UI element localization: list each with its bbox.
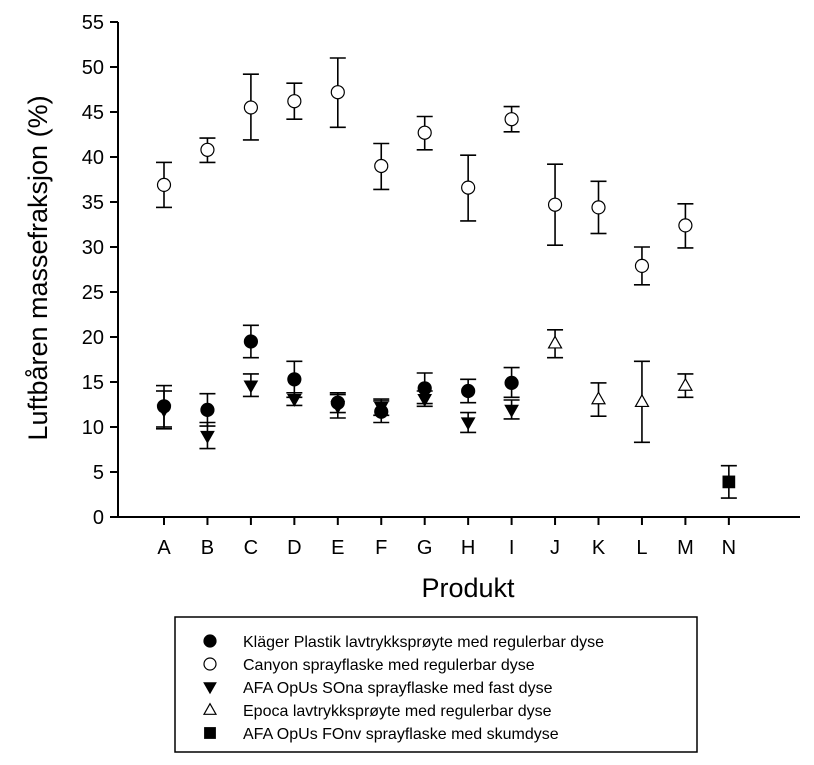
legend: Kläger Plastik lavtrykksprøyte med regul…	[174, 616, 698, 753]
legend-label: AFA OpUs FOnv sprayflaske med skumdyse	[243, 726, 559, 743]
data-point	[243, 334, 258, 349]
data-point	[634, 258, 650, 273]
data-point	[547, 335, 563, 349]
data-point	[243, 380, 259, 394]
series-4	[547, 328, 694, 444]
y-tick-label: 30	[82, 237, 104, 259]
x-tick-label: B	[201, 537, 214, 559]
data-point	[200, 430, 215, 444]
y-tick-label: 55	[82, 12, 104, 34]
legend-label: Kläger Plastik lavtrykksprøyte med regul…	[243, 634, 604, 651]
x-tick-label: I	[509, 537, 515, 559]
data-point	[374, 158, 389, 174]
x-tick-label: L	[636, 537, 647, 559]
data-point	[461, 180, 476, 195]
data-point	[330, 85, 345, 100]
series-3	[156, 373, 520, 450]
data-point	[330, 401, 346, 415]
y-tick-label: 45	[82, 102, 104, 124]
data-point	[156, 177, 172, 192]
y-tick-label: 20	[82, 327, 104, 349]
legend-box	[174, 616, 698, 753]
data-point	[287, 372, 302, 387]
legend-marker	[203, 657, 217, 671]
x-tick-label: E	[331, 537, 344, 559]
legend-marker	[203, 682, 217, 695]
legend-label: AFA OpUs SOna sprayflaske med fast dyse	[243, 680, 553, 697]
x-axis-title: Produkt	[421, 573, 515, 603]
x-tick-label: K	[592, 537, 606, 559]
legend-marker	[204, 727, 216, 739]
data-point	[677, 377, 693, 391]
y-tick-label: 35	[82, 192, 104, 214]
x-tick-label: C	[244, 537, 258, 559]
data-point	[591, 200, 606, 215]
data-point	[504, 112, 519, 127]
data-point	[287, 94, 302, 109]
legend-label: Epoca lavtrykksprøyte med regulerbar dys…	[243, 703, 552, 720]
series-2	[156, 57, 694, 286]
legend-marker	[203, 634, 217, 648]
y-axis-title: Luftbåren massefraksjon (%)	[23, 95, 53, 440]
data-point	[200, 142, 215, 157]
y-tick-label: 5	[93, 462, 104, 484]
data-point	[460, 417, 476, 431]
x-tick-label: N	[722, 537, 736, 559]
y-tick-label: 40	[82, 147, 104, 169]
data-point	[722, 475, 736, 489]
y-tick-label: 25	[82, 282, 104, 304]
data-point	[373, 402, 389, 416]
data-point	[678, 218, 693, 233]
y-tick-label: 15	[82, 372, 104, 394]
data-point	[417, 125, 432, 140]
legend-label: Canyon sprayflaske med regulerbar dyse	[243, 657, 535, 674]
data-point	[504, 404, 519, 418]
y-tick-label: 50	[82, 57, 104, 79]
x-tick-label: J	[550, 537, 560, 559]
data-point	[417, 393, 433, 407]
series-5	[720, 464, 737, 499]
x-tick-label: H	[461, 537, 475, 559]
legend-marker	[202, 702, 218, 715]
y-tick-label: 10	[82, 417, 104, 439]
data-point	[504, 375, 519, 390]
data-point	[286, 393, 302, 407]
x-tick-label: F	[375, 537, 387, 559]
x-tick-label: M	[677, 537, 694, 559]
x-tick-label: A	[157, 537, 171, 559]
y-tick-label: 0	[93, 507, 104, 529]
data-point	[547, 197, 563, 212]
x-tick-label: G	[417, 537, 433, 559]
data-point	[461, 383, 476, 399]
data-point	[634, 393, 650, 408]
data-point	[200, 402, 215, 417]
data-point	[156, 404, 172, 418]
x-tick-label: D	[287, 537, 301, 559]
data-point	[243, 100, 258, 115]
data-point	[590, 391, 607, 405]
